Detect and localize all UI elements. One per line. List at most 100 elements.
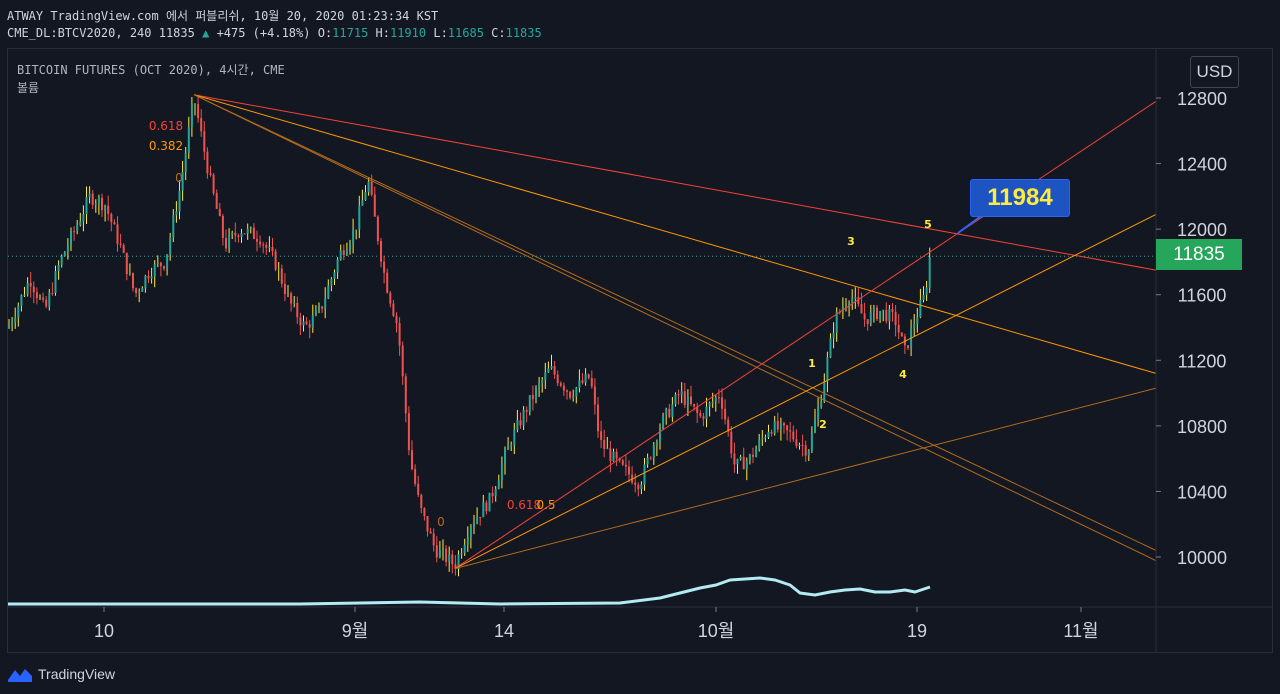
- candle-body-148: [466, 537, 469, 545]
- candle-body-127: [401, 345, 404, 377]
- candle-body-124: [392, 303, 395, 316]
- candle-body-271: [848, 303, 851, 307]
- candle-body-212: [665, 408, 668, 416]
- high-label: H:: [375, 26, 390, 40]
- candle-body-143: [451, 554, 454, 565]
- candle-body-205: [643, 464, 646, 485]
- fib-level-label-0: 0.618: [149, 119, 183, 133]
- candle-body-253: [792, 431, 795, 440]
- candle-body-20: [70, 231, 72, 246]
- candle-body-238: [745, 460, 748, 470]
- candle-body-167: [525, 409, 528, 412]
- candle-body-178: [559, 383, 562, 386]
- candle-body-258: [807, 450, 810, 456]
- candle-body-221: [693, 403, 696, 407]
- candle-body-130: [411, 450, 413, 470]
- candle-body-83: [265, 244, 268, 248]
- candle-body-203: [637, 484, 640, 490]
- candle-body-137: [432, 533, 435, 546]
- candle-body-26: [88, 193, 91, 198]
- candle-body-74: [237, 235, 240, 238]
- candle-body-226: [708, 403, 711, 407]
- candle-body-138: [435, 545, 438, 558]
- publish-info: ATWAY TradingView.com 에서 퍼블리쉬, 10월 20, 2…: [7, 9, 439, 23]
- candle-body-257: [804, 445, 807, 456]
- candle-body-12: [45, 299, 48, 307]
- candle-body-7: [29, 282, 32, 287]
- candle-body-67: [215, 193, 218, 209]
- candle-body-242: [758, 439, 761, 449]
- candle-body-133: [420, 494, 423, 509]
- candle-body-110: [349, 243, 351, 250]
- candle-body-276: [863, 313, 866, 320]
- change-arrow-icon: ▲: [202, 26, 210, 40]
- wave-label-0: 1: [808, 357, 816, 370]
- candle-body-293: [916, 317, 919, 325]
- tradingview-logo-icon: [8, 669, 32, 682]
- fib-fan-drawings[interactable]: [193, 94, 1157, 569]
- candle-body-123: [389, 292, 392, 304]
- candle-body-27: [91, 193, 94, 205]
- candle-body-86: [274, 251, 277, 270]
- candle-body-187: [587, 374, 590, 378]
- candle-body-176: [553, 366, 556, 375]
- candle-body-264: [826, 357, 829, 382]
- candle-body-111: [352, 229, 355, 244]
- candle-body-68: [218, 208, 221, 217]
- candle-body-129: [407, 413, 410, 451]
- candle-body-23: [79, 221, 82, 226]
- candle-body-173: [544, 372, 547, 381]
- candle-body-185: [581, 380, 584, 383]
- candle-body-288: [900, 332, 903, 337]
- volume-line: [8, 576, 931, 606]
- candle-body-217: [680, 391, 683, 396]
- candle-body-243: [761, 437, 764, 440]
- last-value: 11835: [158, 26, 195, 40]
- fib-fan-line-brown-up: [454, 387, 1157, 569]
- candle-body-8: [32, 286, 35, 293]
- candle-body-188: [590, 377, 593, 387]
- price-callout[interactable]: 11984: [970, 179, 1070, 217]
- candle-body-49: [159, 262, 162, 267]
- fib-level-label-2: 0: [175, 171, 183, 185]
- candle-body-84: [268, 247, 271, 249]
- candle-body-106: [336, 259, 339, 273]
- candle-body-118: [373, 194, 376, 217]
- candle-body-225: [705, 406, 708, 419]
- candle-body-117: [370, 181, 373, 195]
- candle-body-140: [442, 548, 444, 550]
- chart-frame[interactable]: [7, 48, 1273, 653]
- candle-body-24: [82, 214, 85, 222]
- candle-body-290: [907, 345, 909, 349]
- candle-body-114: [361, 200, 364, 206]
- fib-fan-line-red-top: [193, 94, 1157, 271]
- currency-button[interactable]: USD: [1190, 56, 1239, 88]
- candle-body-160: [504, 449, 506, 465]
- chart-legend-title: BITCOIN FUTURES (OCT 2020), 4시간, CME: [17, 63, 285, 77]
- candle-body-190: [597, 404, 599, 432]
- candle-body-13: [48, 292, 51, 307]
- candle-body-69: [221, 216, 224, 238]
- tradingview-logo[interactable]: TradingView: [8, 666, 115, 682]
- candle-body-248: [776, 420, 779, 430]
- time-tick-label-2: 14: [494, 621, 514, 641]
- candle-body-101: [321, 306, 324, 309]
- candle-body-149: [469, 526, 472, 538]
- candle-body-260: [814, 419, 816, 433]
- candle-body-154: [485, 502, 488, 512]
- candle-body-223: [699, 413, 702, 417]
- candle-body-159: [500, 464, 503, 481]
- candle-body-34: [113, 222, 116, 225]
- candle-body-161: [507, 445, 510, 450]
- candle-body-193: [606, 448, 609, 450]
- candle-body-58: [187, 127, 190, 153]
- time-tick-label-3: 10월: [698, 621, 735, 641]
- candle-body-282: [882, 309, 885, 312]
- candle-body-94: [299, 317, 302, 326]
- candle-body-199: [624, 464, 627, 467]
- candle-body-119: [376, 216, 379, 241]
- candle-body-121: [383, 261, 386, 273]
- candle-body-11: [42, 297, 45, 300]
- candle-body-52: [169, 237, 172, 255]
